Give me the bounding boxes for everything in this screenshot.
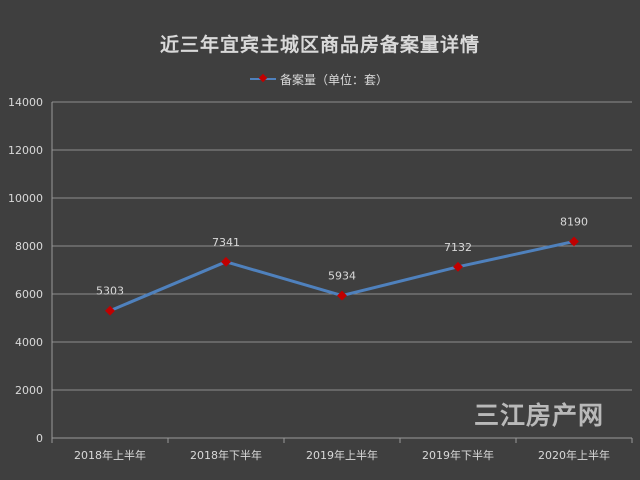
data-label: 7341 [212, 236, 240, 249]
chart-title: 近三年宜宾主城区商品房备案量详情 [159, 34, 480, 56]
data-label: 5303 [96, 285, 124, 298]
legend-series-marker [250, 72, 276, 86]
y-tick-label: 10000 [8, 192, 43, 205]
y-tick-label: 0 [36, 432, 43, 445]
data-label: 8190 [560, 215, 588, 228]
legend-series-label: 备案量（单位：套） [280, 72, 389, 87]
legend: 备案量（单位：套） [250, 71, 388, 87]
y-tick-label: 12000 [8, 144, 43, 157]
x-tick-label: 2020年上半年 [538, 448, 610, 462]
watermark-logo: 三江房产网 [474, 401, 605, 430]
y-tick-label: 4000 [15, 336, 43, 349]
x-tick-label: 2019年上半年 [306, 448, 378, 462]
y-tick-label: 6000 [15, 288, 43, 301]
data-label: 7132 [444, 241, 472, 254]
x-tick-label: 2018年上半年 [74, 448, 146, 462]
y-tick-label: 2000 [15, 384, 43, 397]
data-point [337, 290, 347, 301]
y-tick-label: 8000 [15, 240, 43, 253]
x-tick-label: 2019年下半年 [422, 448, 494, 462]
y-tick-label: 14000 [8, 96, 43, 109]
data-label: 5934 [328, 270, 356, 283]
x-tick-label: 2018年下半年 [190, 448, 262, 462]
data-point [105, 305, 115, 316]
data-point [453, 261, 463, 272]
data-point [569, 236, 579, 247]
data-point [221, 256, 231, 267]
